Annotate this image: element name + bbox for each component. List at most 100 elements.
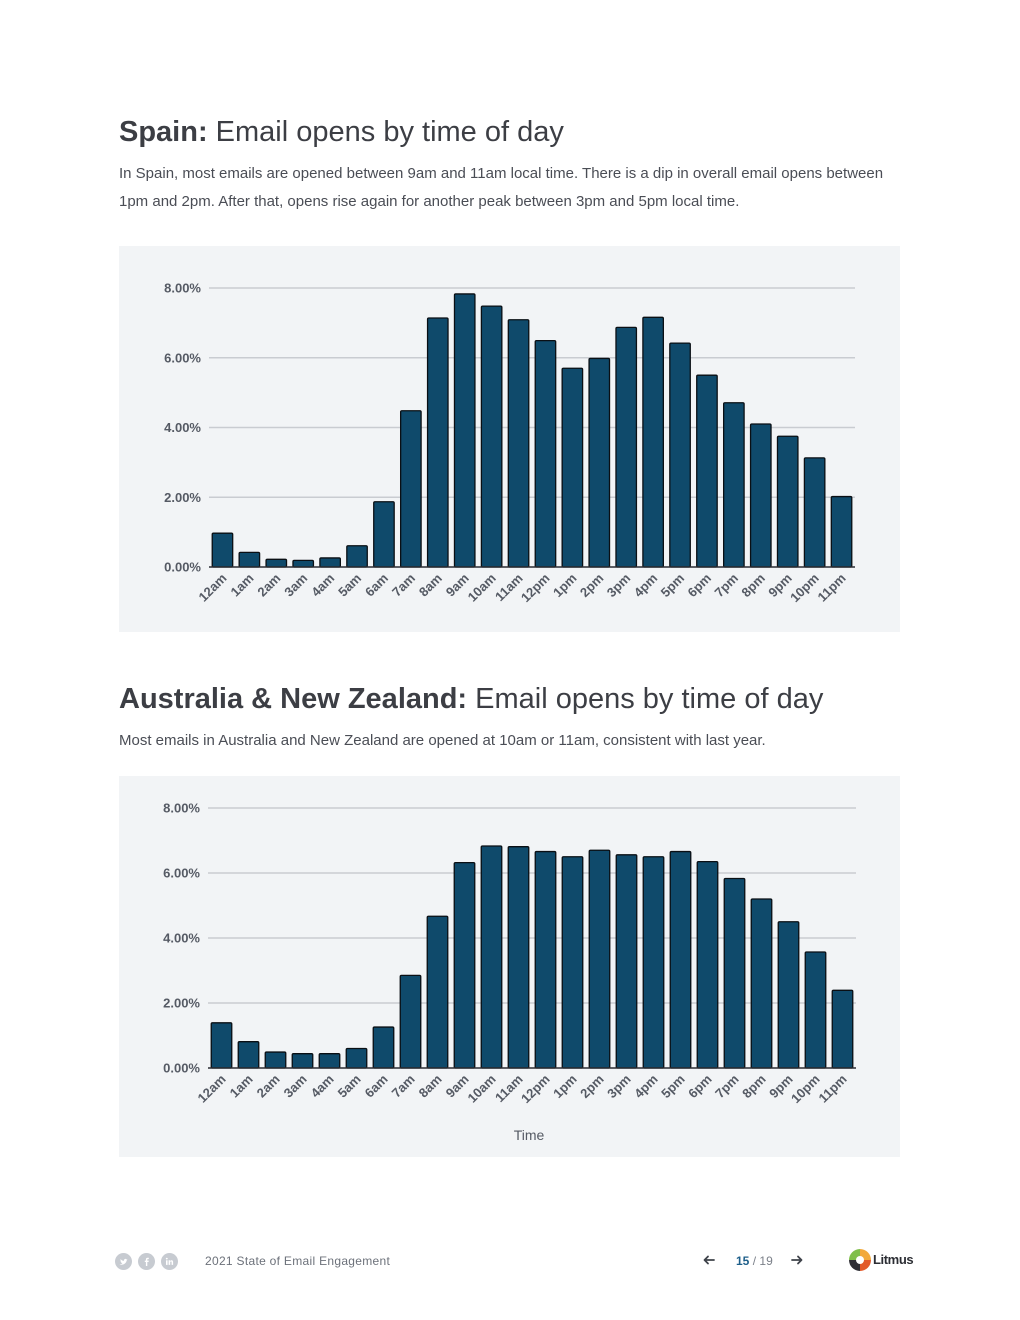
bar-10pm <box>803 457 826 568</box>
x-tick-label: 8pm <box>739 1072 769 1102</box>
litmus-logo-icon <box>849 1249 871 1271</box>
x-tick-label: 2am <box>254 1072 283 1101</box>
page-current: 15 <box>736 1254 750 1268</box>
bar-6pm <box>696 860 719 1069</box>
x-tick-label: 1pm <box>550 571 580 601</box>
x-tick-label: 12pm <box>518 1072 553 1107</box>
spain-description: In Spain, most emails are opened between… <box>119 165 884 210</box>
bar-5pm <box>669 342 691 568</box>
bar-10pm <box>804 951 827 1069</box>
bar-12am <box>210 1022 233 1069</box>
bar-9am <box>453 293 476 568</box>
x-tick-label: 7pm <box>711 571 741 601</box>
bar-5am <box>346 545 368 568</box>
x-axis-title: Time <box>514 1127 545 1143</box>
x-tick-label: 11pm <box>815 571 849 605</box>
bar-1am <box>237 1041 260 1069</box>
anz-description: Most emails in Australia and New Zealand… <box>119 732 766 749</box>
x-tick-label: 1pm <box>550 1072 580 1102</box>
x-tick-label: 5pm <box>658 571 688 601</box>
y-tick-label: 6.00% <box>163 866 200 881</box>
spain-title-rest: Email opens by time of day <box>207 116 564 148</box>
page-total: 19 <box>759 1254 773 1268</box>
x-tick-label: 2pm <box>577 571 607 601</box>
linkedin-icon[interactable] <box>161 1253 178 1270</box>
y-tick-label: 4.00% <box>163 931 200 946</box>
x-tick-label: 4pm <box>631 571 661 601</box>
x-tick-label: 2am <box>254 571 283 600</box>
x-tick-label: 5am <box>335 571 364 600</box>
y-tick-label: 4.00% <box>164 420 201 435</box>
bar-10am <box>480 305 503 568</box>
x-tick-label: 11am <box>492 1072 526 1106</box>
bar-11am <box>507 846 530 1069</box>
bar-2pm <box>588 357 611 568</box>
bar-5am <box>345 1047 368 1069</box>
bar-2am <box>264 1051 287 1069</box>
x-tick-label: 4am <box>308 571 337 600</box>
bar-3pm <box>615 854 638 1069</box>
anz-title-rest: Email opens by time of day <box>467 683 824 715</box>
bar-5pm <box>669 850 692 1069</box>
x-tick-label: 7am <box>389 571 418 600</box>
facebook-icon[interactable] <box>138 1253 155 1270</box>
x-tick-label: 6pm <box>685 1072 715 1102</box>
x-tick-label: 3am <box>281 1072 310 1101</box>
bar-2am <box>265 558 288 568</box>
bar-12pm <box>534 340 557 568</box>
x-tick-label: 5pm <box>658 1072 688 1102</box>
twitter-icon[interactable] <box>115 1253 132 1270</box>
x-tick-label: 4am <box>308 1072 337 1101</box>
x-tick-label: 7am <box>389 1072 418 1101</box>
x-tick-label: 12am <box>195 571 229 605</box>
y-tick-label: 8.00% <box>163 801 200 816</box>
x-tick-label: 3am <box>281 571 310 600</box>
bar-4am <box>318 1053 341 1069</box>
bar-7am <box>399 974 422 1069</box>
x-tick-label: 10am <box>465 1072 499 1106</box>
x-tick-label: 6am <box>362 571 391 600</box>
x-tick-label: 6pm <box>685 571 715 601</box>
anz-title: Australia & New Zealand: Email opens by … <box>119 683 823 716</box>
x-tick-label: 5am <box>335 1072 364 1101</box>
bar-8am <box>426 317 449 568</box>
y-tick-label: 8.00% <box>164 281 201 296</box>
bar-11am <box>507 319 530 568</box>
bar-3am <box>292 559 315 568</box>
bar-6am <box>373 501 395 568</box>
x-tick-label: 1am <box>227 571 256 600</box>
spain-chart-svg: 0.00% 2.00% 4.00% 6.00% 8.00% 12am1am2am3am4a… <box>164 281 855 606</box>
y-tick-label: 0.00% <box>163 1061 200 1076</box>
bar-12am <box>211 532 234 568</box>
bar-7pm <box>722 402 745 568</box>
anz-title-bold: Australia & New Zealand: <box>119 683 468 715</box>
next-page-icon[interactable] <box>789 1252 805 1268</box>
page-indicator: 15 / 19 <box>736 1254 773 1268</box>
bar-1pm <box>561 856 584 1069</box>
bar-11pm <box>831 989 854 1069</box>
x-tick-label: 7pm <box>712 1072 742 1102</box>
y-tick-label: 0.00% <box>164 560 201 575</box>
bar-11pm <box>830 495 853 568</box>
x-tick-label: 4pm <box>631 1072 661 1102</box>
bar-1pm <box>561 367 584 568</box>
y-tick-label: 6.00% <box>164 350 201 365</box>
x-tick-label: 12am <box>195 1072 229 1106</box>
bar-8pm <box>750 898 773 1069</box>
x-tick-label: 10am <box>465 571 499 605</box>
bar-2pm <box>588 849 611 1069</box>
bar-10am <box>480 845 503 1069</box>
footer: 2021 State of Email Engagement 15 / 19 L… <box>0 1245 1020 1279</box>
spain-title-bold: Spain: <box>119 116 208 148</box>
x-tick-label: 12pm <box>518 571 553 606</box>
bar-8pm <box>749 423 772 568</box>
x-tick-label: 11am <box>492 571 526 605</box>
spain-title: Spain: Email opens by time of day <box>119 116 564 149</box>
x-tick-label: 11pm <box>816 1072 850 1106</box>
previous-page-icon[interactable] <box>701 1252 717 1268</box>
anz-chart: 0.00% 2.00% 4.00% 6.00% 8.00% 12am 1am 2am 3am 4a… <box>119 776 900 1157</box>
x-tick-label: 1am <box>227 1072 256 1101</box>
report-title: 2021 State of Email Engagement <box>205 1254 391 1268</box>
x-tick-label: 10pm <box>787 571 822 606</box>
spain-chart: 0.00% 2.00% 4.00% 6.00% 8.00% 12am 1am 2am 3am 4a… <box>119 246 900 632</box>
